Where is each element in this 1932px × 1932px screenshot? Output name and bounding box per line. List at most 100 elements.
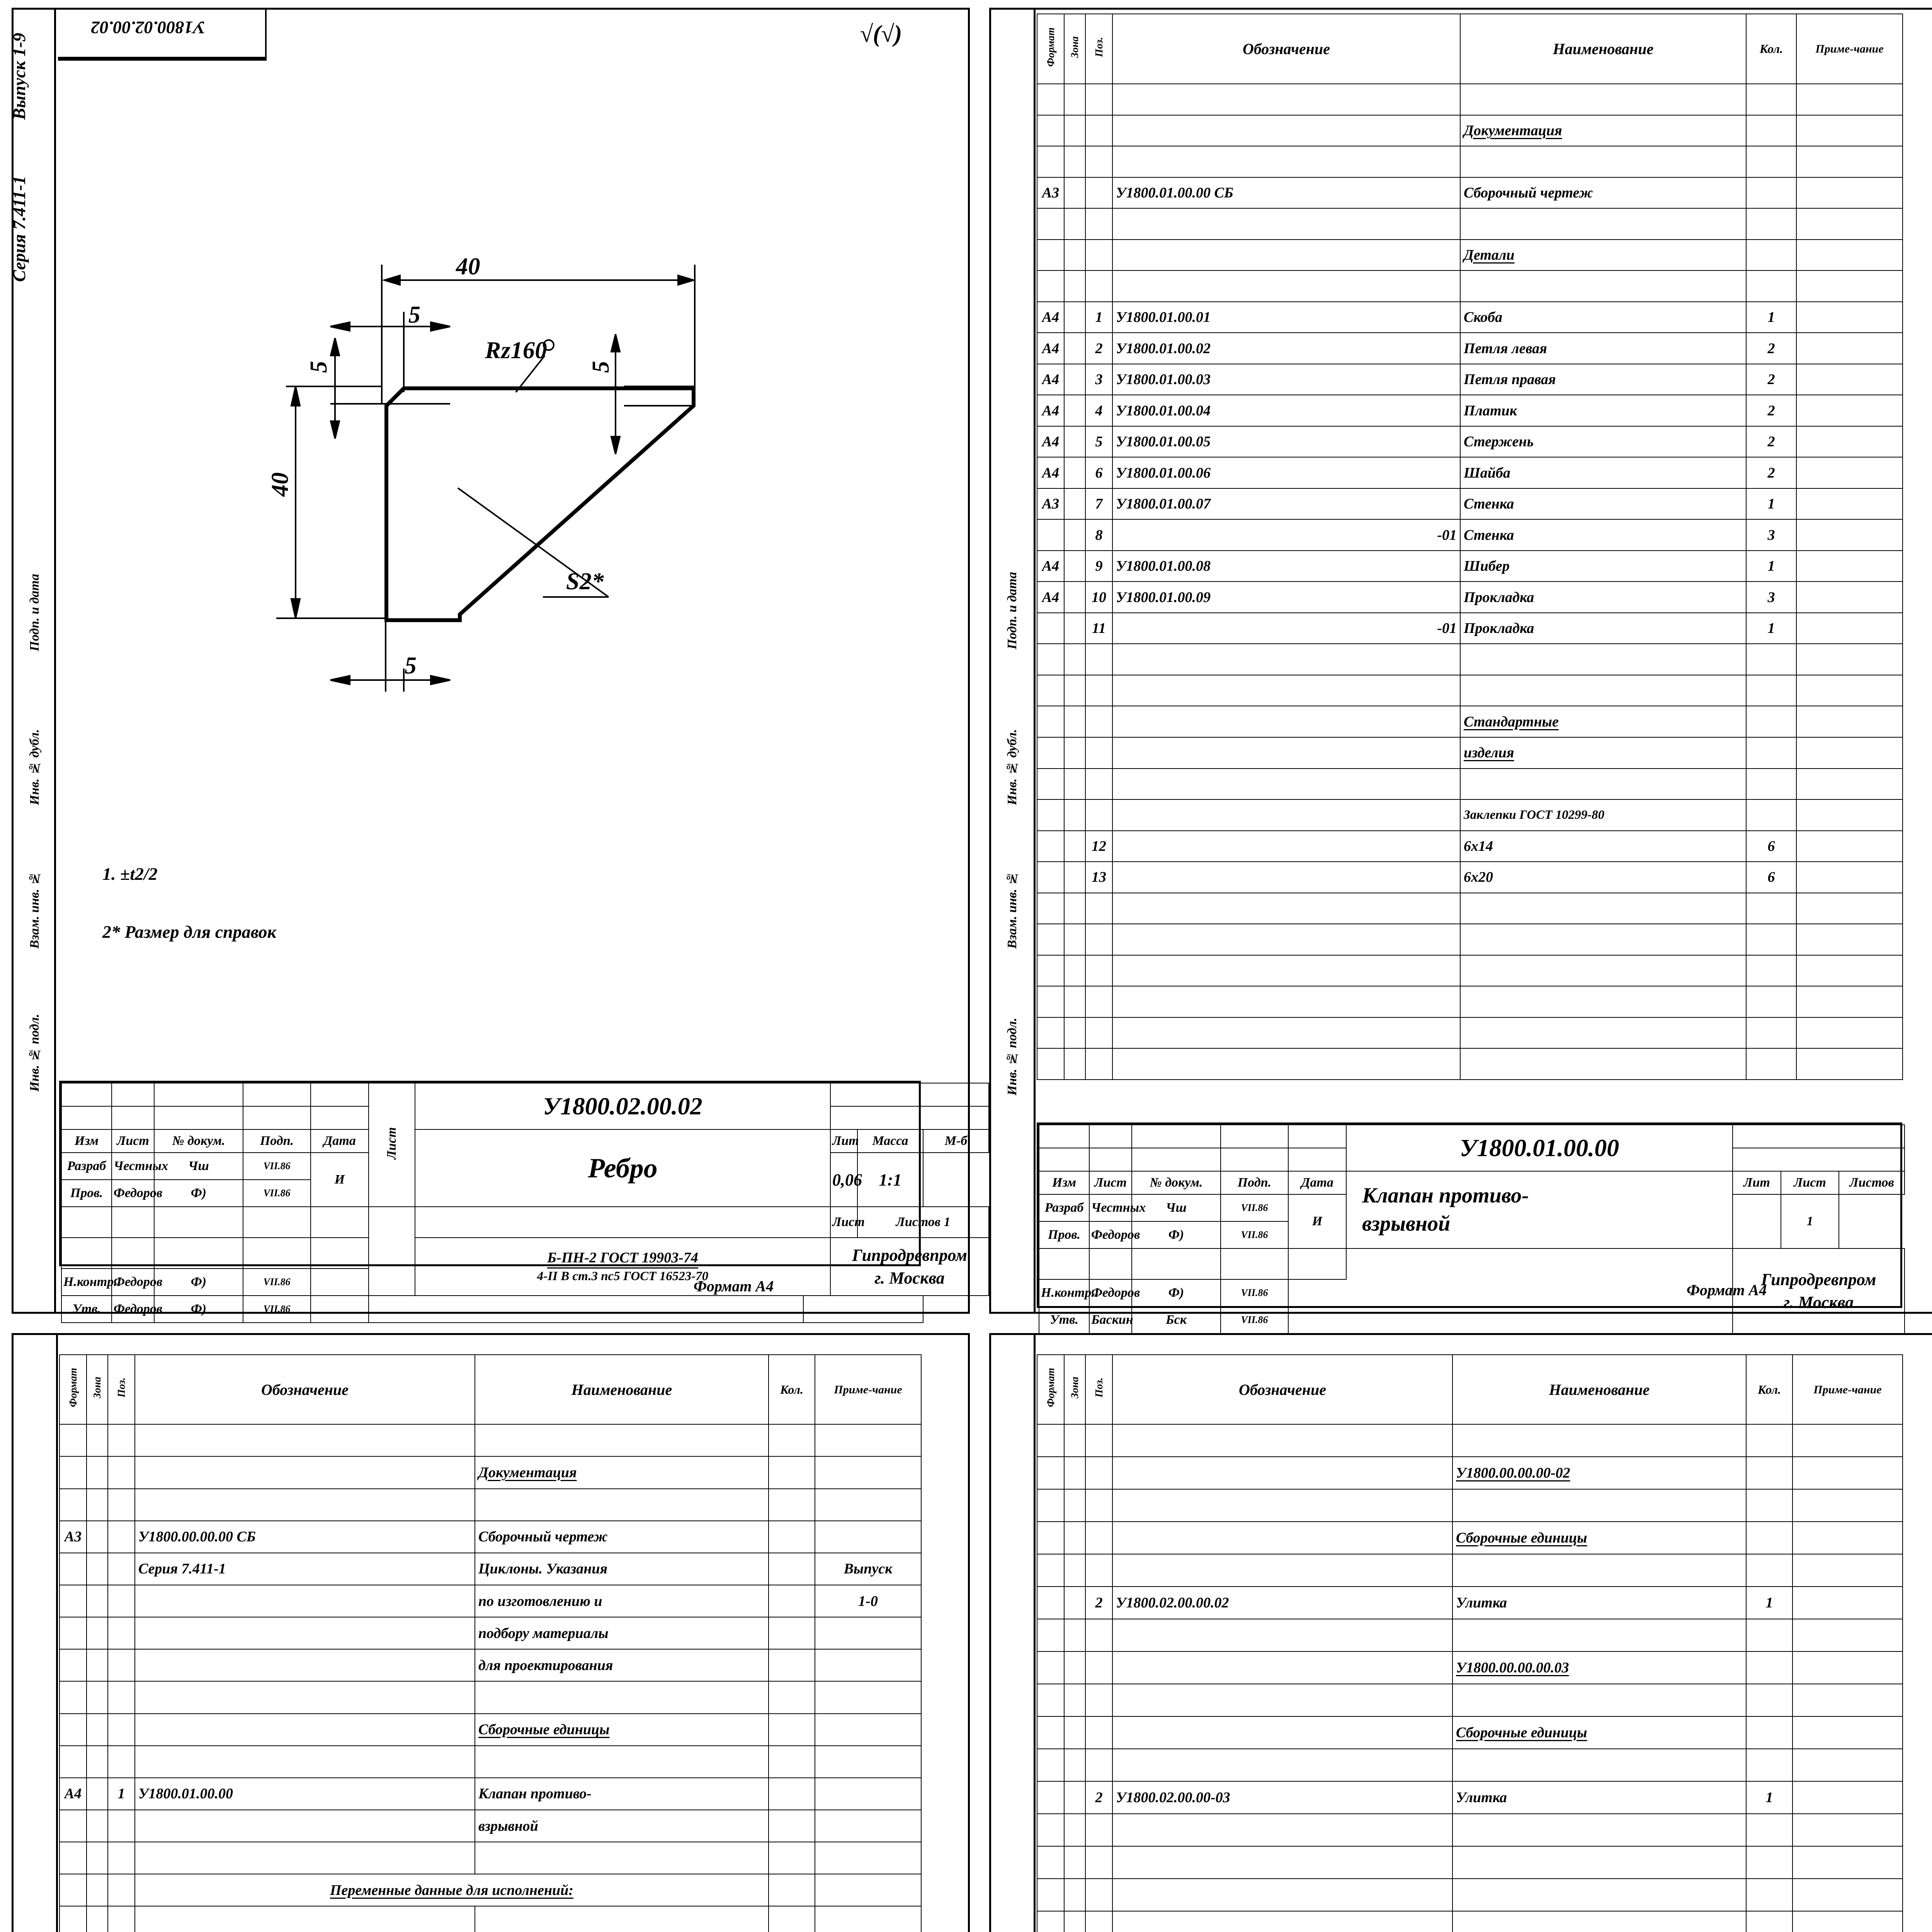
spec-row[interactable]: подбору материалы [59, 1617, 922, 1650]
cell-zona [1064, 83, 1086, 116]
cell-zona [1064, 550, 1086, 582]
margin-label-inv-podl: Инв. № подл. [27, 1014, 42, 1092]
spec-row[interactable]: 8 -01 Стенка 3 [1037, 519, 1903, 551]
spec-row[interactable]: А4 6 У1800.01.00.06 Шайба 2 [1037, 457, 1903, 489]
spec-row[interactable] [59, 1906, 922, 1932]
cell-format [59, 1649, 87, 1682]
cell-format [1037, 1781, 1065, 1814]
spec-row[interactable] [1037, 1878, 1903, 1912]
spec-row[interactable]: Стандартные [1037, 706, 1903, 738]
cell-oboz [1112, 1048, 1461, 1080]
spec-row[interactable] [1037, 1017, 1903, 1049]
spec-row[interactable]: Документация [1037, 114, 1903, 147]
tb-row-nkontr-role: Н.контр. [61, 1268, 117, 1296]
spec-row[interactable]: А4 1 У1800.01.00.00 Клапан противо- [59, 1777, 922, 1811]
spec-row[interactable]: Переменные данные для исполнений: [59, 1874, 922, 1907]
spec-row[interactable] [1037, 208, 1903, 240]
spec-row[interactable]: 11 -01 Прокладка 1 [1037, 612, 1903, 645]
spec-row[interactable]: Заклепки ГОСТ 10299-80 [1037, 799, 1903, 831]
spec-row[interactable]: А4 5 У1800.01.00.05 Стержень 2 [1037, 425, 1903, 458]
spec-row[interactable]: 2 У1800.02.00.00-03 Улитка 1 [1037, 1781, 1903, 1814]
spec-row[interactable] [59, 1745, 922, 1778]
cell-naim [1460, 643, 1747, 675]
cell-format [1037, 1716, 1065, 1749]
spec-row[interactable] [1037, 1489, 1903, 1522]
tbr-col-izm: Изм [1039, 1171, 1090, 1195]
spec-row[interactable]: Детали [1037, 239, 1903, 271]
spec-row[interactable]: Сборочные единицы [59, 1713, 922, 1746]
spec-row[interactable] [1037, 643, 1903, 675]
spec-row[interactable]: взрывной [59, 1809, 922, 1843]
spec-row[interactable]: для проектирования [59, 1649, 922, 1682]
spec-row[interactable] [1037, 1554, 1903, 1587]
spec-row[interactable] [1037, 1684, 1903, 1717]
spec-row[interactable]: А3 У1800.01.00.00 СБ Сборочный чертеж [1037, 177, 1903, 209]
spec-row[interactable]: Серия 7.411-1 Циклоны. Указания Выпуск [59, 1552, 922, 1586]
cell-prim [1796, 488, 1903, 520]
spec-row[interactable] [59, 1681, 922, 1714]
spec-row[interactable]: 12 6х14 6 [1037, 830, 1903, 862]
spec-row[interactable] [59, 1842, 922, 1875]
spec-row[interactable] [1037, 1748, 1903, 1782]
cell-oboz [134, 1906, 475, 1932]
cell-zona [1064, 861, 1086, 893]
cell-poz [1085, 146, 1113, 178]
cell-naim [1460, 674, 1747, 707]
spec-row[interactable]: А3 У1800.00.00.00 СБ Сборочный чертеж [59, 1520, 922, 1553]
cell-oboz: У1800.01.00.02 [1112, 332, 1461, 364]
cell-zona [1064, 519, 1086, 551]
cell-prim [1792, 1651, 1903, 1684]
spec-row[interactable] [1037, 986, 1903, 1018]
spec-row[interactable]: 13 6х20 6 [1037, 861, 1903, 893]
spec-row[interactable]: А4 3 У1800.01.00.03 Петля правая 2 [1037, 363, 1903, 396]
inverted-code-text: У1800.02.00.02 [91, 18, 206, 37]
spec-row[interactable]: А4 1 У1800.01.00.01 Скоба 1 [1037, 301, 1903, 333]
spec-row[interactable] [1037, 923, 1903, 956]
spec-row[interactable] [1037, 1911, 1903, 1932]
spec-row[interactable]: Документация [59, 1456, 922, 1489]
cell-kol [768, 1906, 815, 1932]
cell-prim [815, 1520, 922, 1553]
spec-row[interactable]: А4 2 У1800.01.00.02 Петля левая 2 [1037, 332, 1903, 364]
spec-row[interactable]: А4 9 У1800.01.00.08 Шибер 1 [1037, 550, 1903, 582]
cell-kol [768, 1842, 815, 1875]
spec-row[interactable] [1037, 1813, 1903, 1847]
cell-naim: Улитка [1452, 1586, 1747, 1619]
spec-row[interactable] [1037, 954, 1903, 987]
spec-row[interactable] [59, 1424, 922, 1457]
cell-poz [1085, 799, 1113, 831]
cell-naim [1460, 768, 1747, 800]
spec-row[interactable] [1037, 1048, 1903, 1080]
cell-kol [768, 1424, 815, 1457]
hdr-oboz-bl: Обозначение [134, 1354, 475, 1425]
spec-row[interactable] [59, 1488, 922, 1521]
format-label-tr: Формат А4 [1687, 1281, 1767, 1299]
cell-prim [1796, 270, 1903, 302]
spec-row[interactable] [1037, 270, 1903, 302]
spec-row[interactable]: по изготовлению и 1-0 [59, 1585, 922, 1618]
spec-row[interactable] [1037, 1424, 1903, 1457]
margin-vzam-tl: Взам. инв. № [14, 840, 56, 980]
spec-row[interactable] [1037, 146, 1903, 178]
spec-row[interactable] [1037, 674, 1903, 707]
cell-kol [1746, 892, 1797, 925]
spec-row[interactable]: У1800.00.00.00-02 [1037, 1456, 1903, 1490]
cell-kol [1746, 239, 1797, 271]
spec-row[interactable] [1037, 83, 1903, 116]
spec-row[interactable] [1037, 768, 1903, 800]
spec-row[interactable]: А4 10 У1800.01.00.09 Прокладка 3 [1037, 581, 1903, 613]
spec-row[interactable]: А3 7 У1800.01.00.07 Стенка 1 [1037, 488, 1903, 520]
cell-kol [1746, 1878, 1793, 1912]
spec-row[interactable] [1037, 1846, 1903, 1879]
spec-row[interactable]: У1800.00.00.00.03 [1037, 1651, 1903, 1684]
spec-row[interactable]: А4 4 У1800.01.00.04 Платик 2 [1037, 395, 1903, 427]
spec-row[interactable] [1037, 892, 1903, 925]
spec-row[interactable]: изделия [1037, 737, 1903, 769]
cell-format: А4 [1037, 363, 1065, 396]
cell-prim [1796, 1017, 1903, 1049]
spec-row[interactable]: Сборочные единицы [1037, 1716, 1903, 1749]
spec-row[interactable]: Сборочные единицы [1037, 1521, 1903, 1554]
spec-row[interactable] [1037, 1619, 1903, 1652]
spec-row[interactable]: 2 У1800.02.00.00.02 Улитка 1 [1037, 1586, 1903, 1619]
cell-zona [1064, 674, 1086, 707]
